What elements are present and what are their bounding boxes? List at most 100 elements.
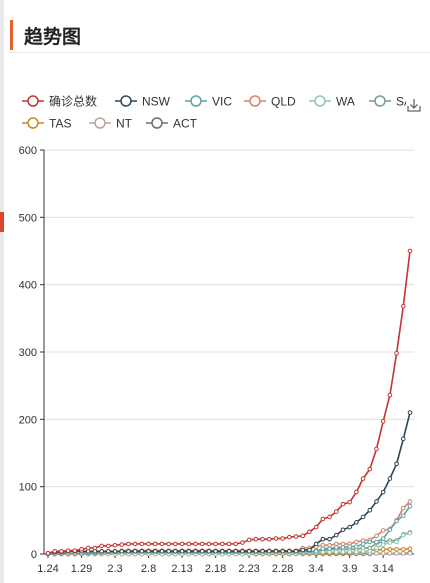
- data-point[interactable]: [52, 549, 58, 554]
- data-point[interactable]: [152, 549, 158, 554]
- data-point[interactable]: [233, 549, 239, 554]
- data-point[interactable]: [374, 539, 379, 545]
- data-point[interactable]: [106, 543, 111, 549]
- data-point[interactable]: [159, 549, 165, 554]
- data-point[interactable]: [340, 527, 346, 533]
- data-point[interactable]: [407, 499, 413, 504]
- data-point[interactable]: [280, 549, 285, 554]
- data-point[interactable]: [360, 514, 366, 520]
- data-point[interactable]: [226, 541, 232, 547]
- data-point[interactable]: [340, 549, 346, 555]
- data-point[interactable]: [139, 541, 145, 547]
- data-point[interactable]: [347, 549, 352, 555]
- data-point[interactable]: [260, 549, 265, 554]
- data-point[interactable]: [407, 530, 413, 536]
- data-point[interactable]: [380, 542, 386, 547]
- data-point[interactable]: [166, 541, 171, 547]
- legend-item-QLD[interactable]: QLD: [244, 95, 296, 109]
- data-point[interactable]: [139, 549, 145, 554]
- data-point[interactable]: [327, 536, 332, 542]
- data-point[interactable]: [394, 461, 399, 467]
- data-point[interactable]: [253, 536, 259, 542]
- data-point[interactable]: [92, 545, 98, 551]
- data-point[interactable]: [186, 541, 192, 547]
- data-point[interactable]: [360, 549, 366, 554]
- data-point[interactable]: [106, 549, 111, 554]
- data-point[interactable]: [380, 551, 386, 556]
- data-point[interactable]: [320, 546, 326, 551]
- data-point[interactable]: [72, 548, 78, 553]
- data-point[interactable]: [146, 549, 151, 554]
- data-point[interactable]: [394, 551, 399, 556]
- data-point[interactable]: [119, 549, 125, 554]
- data-point[interactable]: [367, 507, 373, 513]
- data-point[interactable]: [307, 529, 312, 535]
- data-point[interactable]: [179, 549, 185, 554]
- data-point[interactable]: [85, 545, 91, 551]
- data-point[interactable]: [273, 536, 279, 541]
- data-point[interactable]: [407, 248, 413, 254]
- data-point[interactable]: [99, 549, 104, 554]
- legend-item-TAS[interactable]: TAS: [22, 117, 71, 131]
- legend-item-ACT[interactable]: ACT: [146, 117, 198, 131]
- data-point[interactable]: [206, 549, 212, 554]
- data-point[interactable]: [126, 541, 131, 547]
- data-point[interactable]: [219, 549, 225, 554]
- data-point[interactable]: [313, 524, 319, 530]
- data-point[interactable]: [367, 549, 373, 554]
- data-point[interactable]: [293, 549, 299, 554]
- data-point[interactable]: [146, 541, 151, 547]
- data-point[interactable]: [387, 546, 393, 552]
- data-point[interactable]: [387, 476, 393, 481]
- data-point[interactable]: [193, 541, 198, 547]
- data-point[interactable]: [273, 549, 279, 554]
- data-point[interactable]: [307, 547, 312, 553]
- data-point[interactable]: [387, 527, 393, 533]
- data-point[interactable]: [347, 524, 352, 530]
- data-point[interactable]: [79, 546, 84, 552]
- data-point[interactable]: [59, 549, 64, 554]
- data-point[interactable]: [374, 499, 379, 504]
- data-point[interactable]: [119, 542, 125, 547]
- data-point[interactable]: [380, 528, 386, 533]
- data-point[interactable]: [280, 536, 285, 541]
- data-point[interactable]: [387, 551, 393, 556]
- data-point[interactable]: [407, 503, 413, 509]
- data-point[interactable]: [266, 549, 272, 554]
- data-point[interactable]: [186, 549, 192, 554]
- data-point[interactable]: [380, 419, 386, 424]
- data-point[interactable]: [233, 541, 239, 547]
- data-point[interactable]: [206, 541, 212, 547]
- data-point[interactable]: [380, 546, 386, 552]
- data-point[interactable]: [320, 536, 326, 542]
- data-point[interactable]: [260, 536, 265, 542]
- data-point[interactable]: [354, 489, 359, 495]
- data-point[interactable]: [367, 539, 373, 545]
- data-point[interactable]: [240, 540, 245, 545]
- data-point[interactable]: [333, 544, 339, 550]
- data-point[interactable]: [240, 549, 245, 554]
- download-icon[interactable]: [406, 97, 422, 113]
- legend-item-SA[interactable]: SA: [369, 95, 412, 109]
- data-point[interactable]: [219, 541, 225, 547]
- data-point[interactable]: [333, 509, 339, 514]
- data-point[interactable]: [166, 549, 171, 554]
- data-point[interactable]: [400, 546, 406, 552]
- data-point[interactable]: [193, 549, 198, 554]
- data-point[interactable]: [293, 534, 299, 539]
- data-point[interactable]: [367, 466, 373, 472]
- data-point[interactable]: [65, 548, 71, 553]
- data-point[interactable]: [287, 549, 292, 554]
- data-point[interactable]: [380, 489, 386, 495]
- data-point[interactable]: [347, 499, 352, 505]
- data-point[interactable]: [340, 544, 346, 550]
- data-point[interactable]: [394, 539, 399, 545]
- data-point[interactable]: [400, 532, 406, 538]
- data-point[interactable]: [354, 549, 359, 555]
- data-point[interactable]: [347, 544, 352, 549]
- data-point[interactable]: [394, 351, 399, 356]
- data-point[interactable]: [300, 547, 306, 553]
- data-point[interactable]: [354, 539, 359, 545]
- data-point[interactable]: [132, 549, 138, 554]
- data-point[interactable]: [199, 549, 205, 554]
